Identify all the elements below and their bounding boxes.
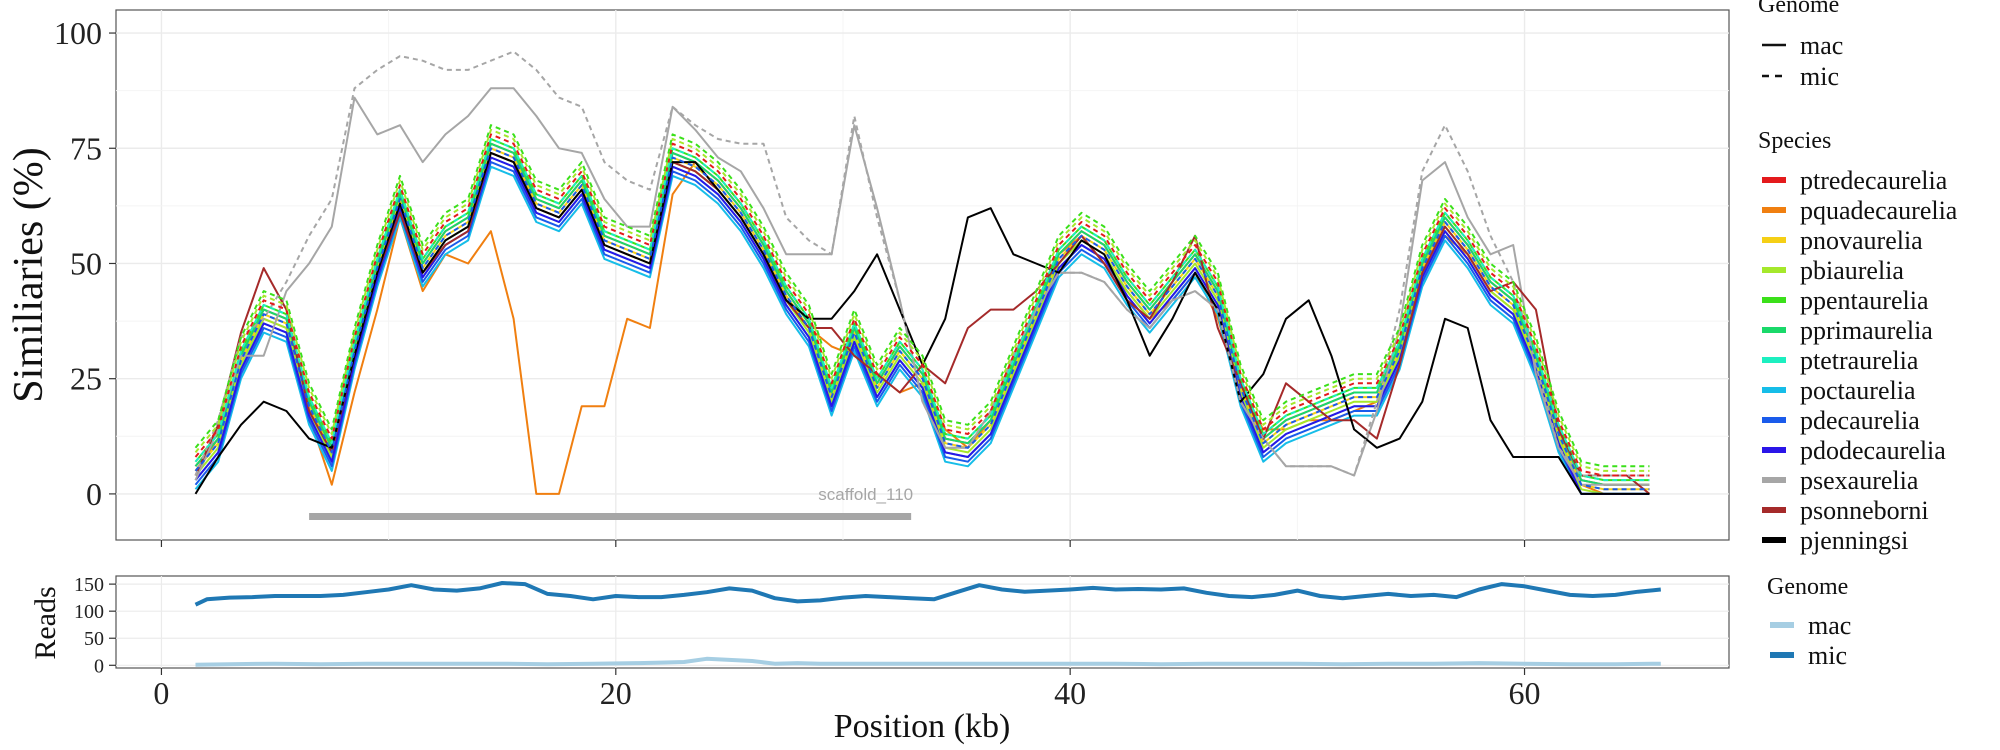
legend-label-pjenningsi: pjenningsi [1800, 526, 1908, 555]
similarity-y-axis: 0 25 50 75 100 [54, 15, 116, 512]
legend-label-ppentaurelia: ppentaurelia [1800, 286, 1929, 315]
similarity-grid [116, 10, 1729, 547]
reads-line-mac [195, 656, 1661, 667]
reads-y-label: Reads [29, 586, 62, 659]
legend-label-psexaurelia: psexaurelia [1800, 466, 1919, 495]
legend-label-mic: mic [1800, 62, 1839, 91]
legend-label-psonneborni: psonneborni [1800, 496, 1929, 525]
y-tick-label: 25 [70, 361, 102, 397]
scaffold-bar [309, 513, 912, 520]
x-tick-label: 0 [153, 675, 169, 711]
reads-line-mic [194, 581, 1661, 607]
series-line-ppentaurelia-mic [194, 124, 1650, 468]
x-tick-label: 20 [600, 675, 632, 711]
legend-label-mac: mac [1800, 31, 1843, 60]
reads-series [194, 581, 1661, 667]
series-line-pprimaurelia-mac [194, 142, 1650, 486]
scaffold-annotation: scaffold_110 [309, 485, 913, 520]
reads-panel [115, 575, 1730, 669]
x-tick-label: 40 [1054, 675, 1086, 711]
y-tick-label: 50 [84, 628, 104, 650]
reads-x-axis: 0 20 40 60 [153, 668, 1541, 711]
x-tick-label: 60 [1509, 675, 1541, 711]
x-axis-label: Position (kb) [834, 708, 1011, 745]
legend-label-pbiaurelia: pbiaurelia [1800, 256, 1904, 285]
similarity-y-label: Similiaries (%) [6, 147, 52, 402]
legend-label-pnovaurelia: pnovaurelia [1800, 226, 1923, 255]
legend-species-title: Species [1758, 128, 1831, 154]
legend-label-reads-mac: mac [1808, 611, 1851, 640]
legend-label-pprimaurelia: pprimaurelia [1800, 316, 1933, 345]
y-tick-label: 100 [54, 15, 102, 51]
y-tick-label: 100 [74, 601, 104, 623]
legend-label-pquadecaurelia: pquadecaurelia [1800, 196, 1958, 225]
similarity-series [194, 50, 1651, 495]
legend-reads-title: Genome [1767, 574, 1848, 600]
legend-label-ptredecaurelia: ptredecaurelia [1800, 166, 1948, 195]
legend-label-poctaurelia: poctaurelia [1800, 376, 1916, 405]
legend-label-ptetraurelia: ptetraurelia [1800, 346, 1919, 375]
series-line-ptredecaurelia-mic [194, 133, 1650, 477]
series-line-pbiaurelia-mic [194, 128, 1650, 472]
scaffold-label: scaffold_110 [818, 485, 913, 504]
legend-species: Species ptredecaureliapquadecaureliapnov… [1758, 128, 1958, 555]
y-tick-label: 150 [74, 574, 104, 596]
y-tick-label: 0 [86, 476, 102, 512]
y-tick-label: 50 [70, 245, 102, 281]
y-tick-label: 0 [94, 655, 104, 677]
reads-y-axis: 0 50 100 150 [74, 574, 116, 677]
series-line-ptetraurelia-mic [194, 138, 1650, 482]
series-line-pdecaurelia-mic [194, 147, 1650, 491]
series-line-poctaurelia-mac [194, 165, 1650, 495]
legend-genome-title: Genome [1758, 0, 1839, 18]
legend-label-reads-mic: mic [1808, 641, 1847, 670]
y-tick-label: 75 [70, 130, 102, 166]
legend-label-pdecaurelia: pdecaurelia [1800, 406, 1920, 435]
legend-label-pdodecaurelia: pdodecaurelia [1800, 436, 1946, 465]
series-line-psexaurelia-mac [194, 87, 1650, 486]
